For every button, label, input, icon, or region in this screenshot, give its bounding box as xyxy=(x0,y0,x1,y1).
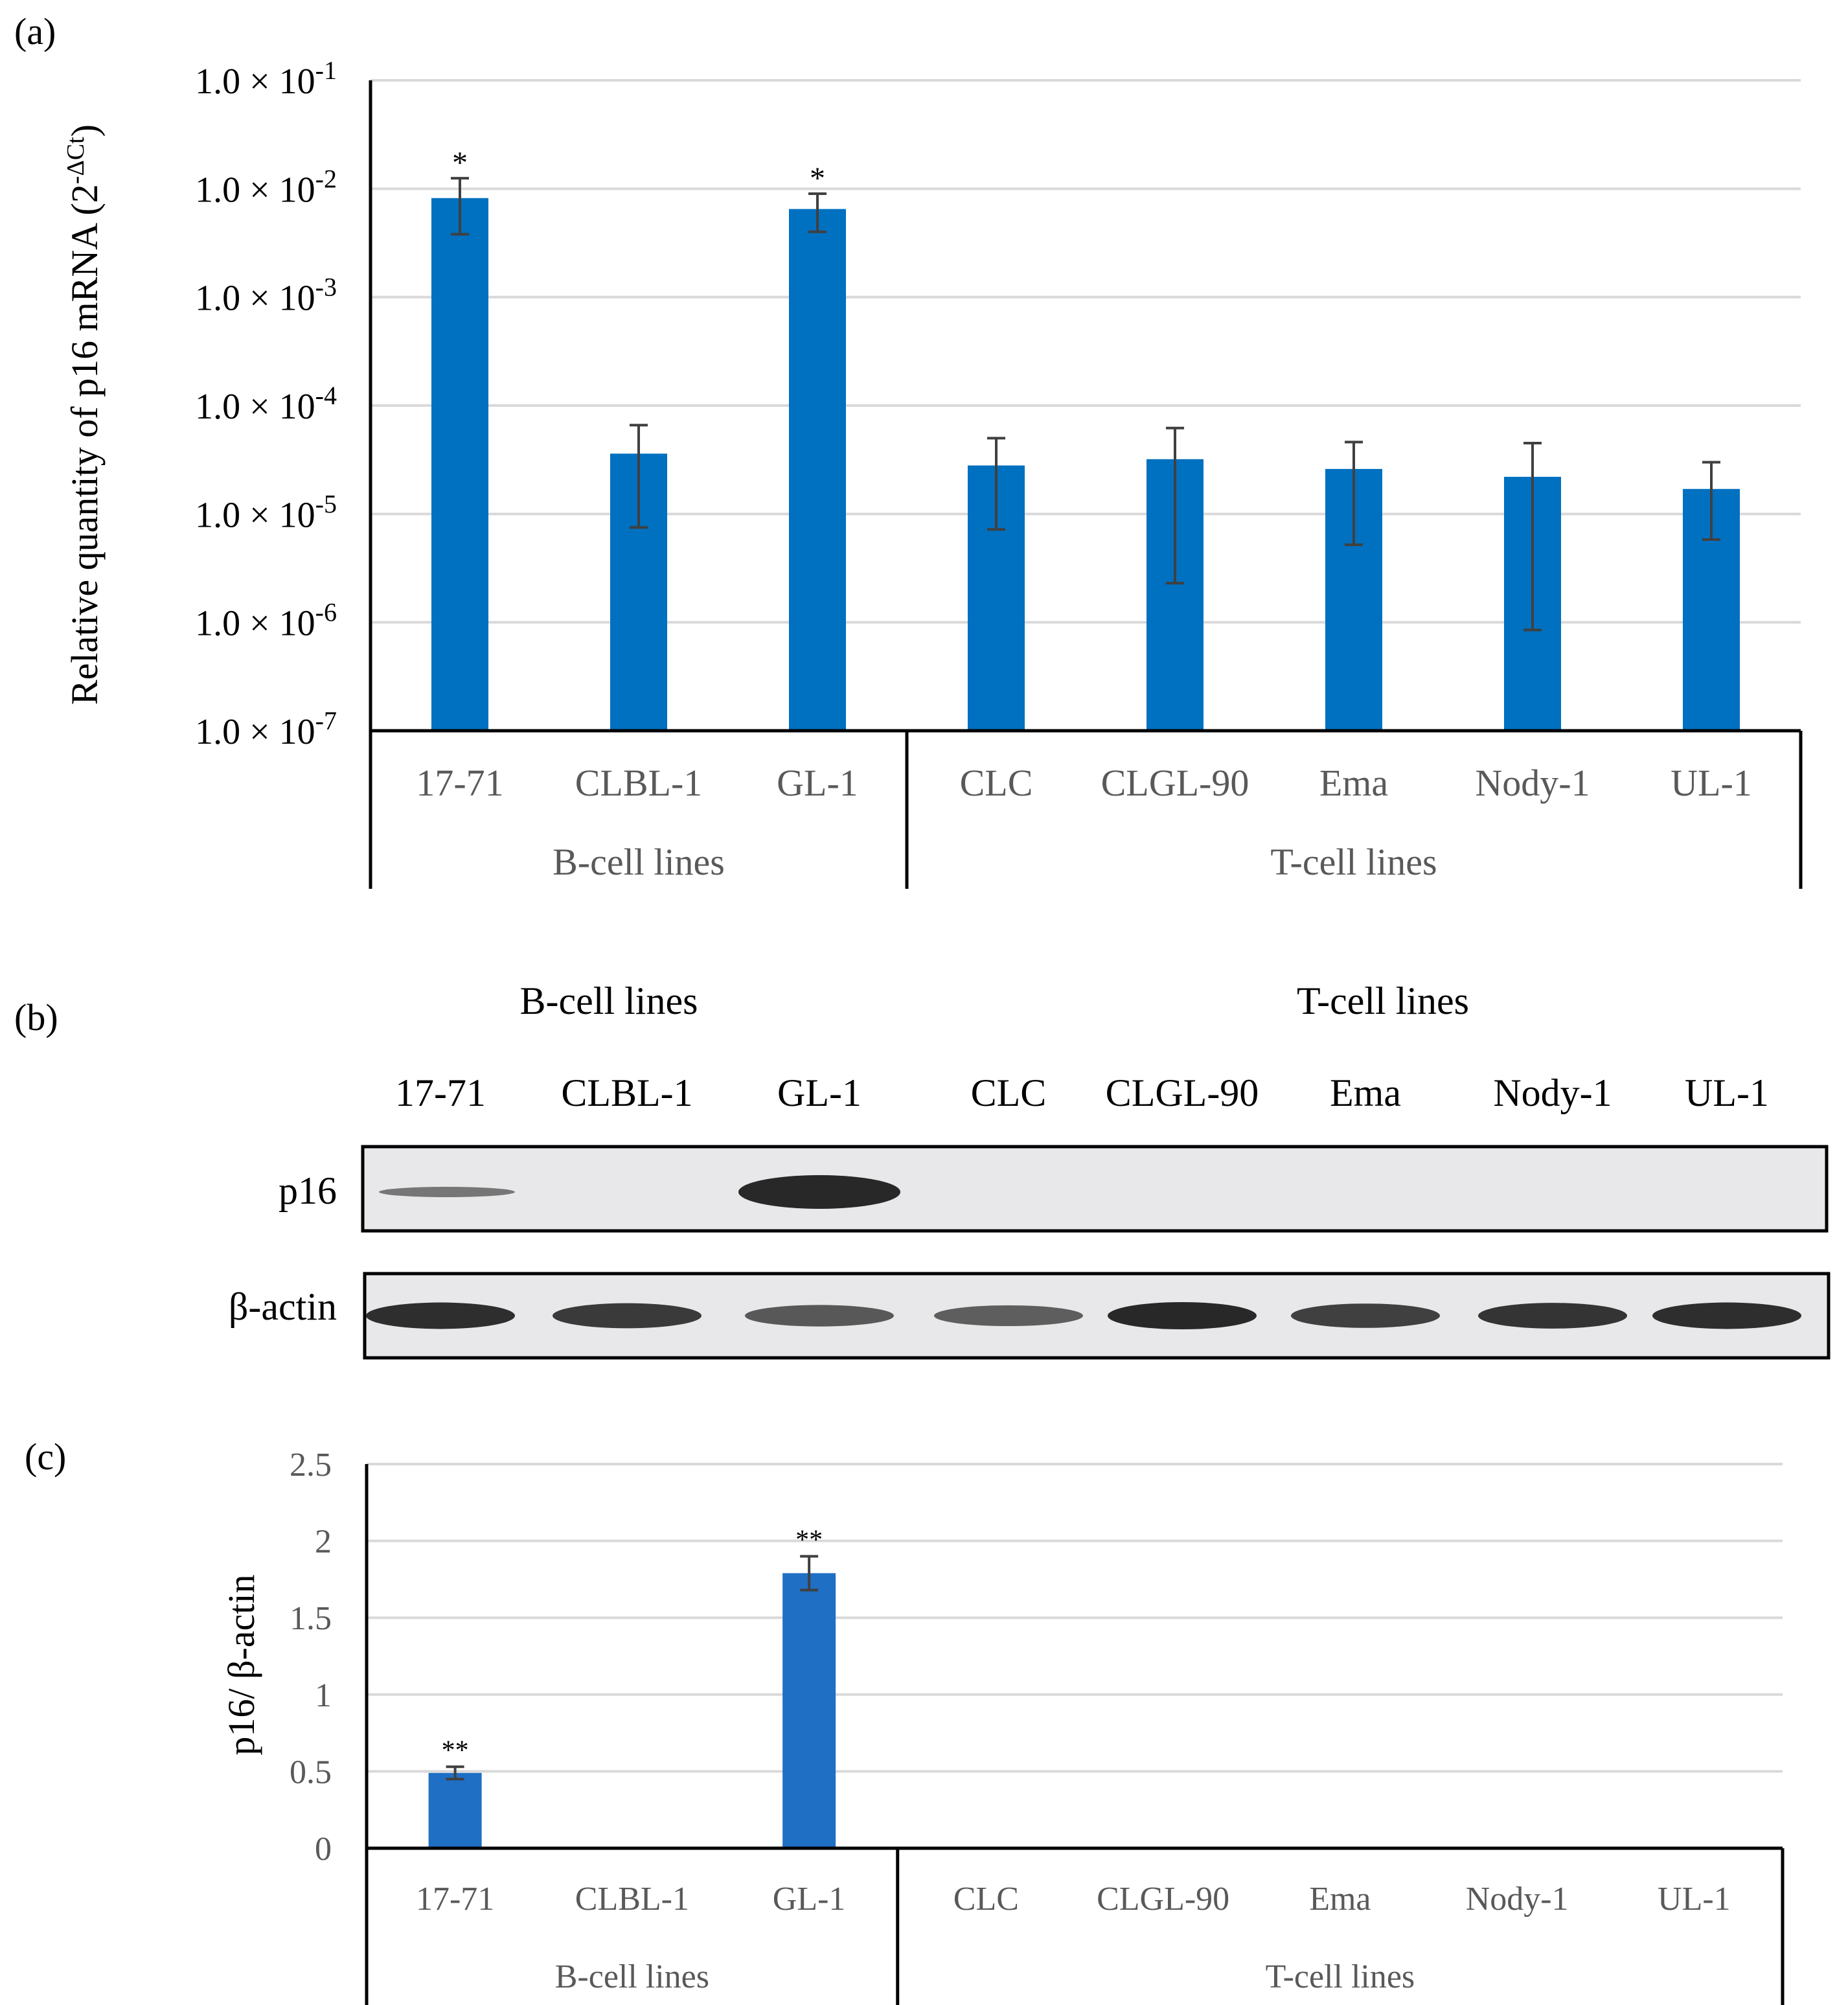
category-label-clbl-1: CLBL-1 xyxy=(575,762,703,804)
wb-group-t-cell: T-cell lines xyxy=(1297,980,1469,1022)
category-label-ul-1: UL-1 xyxy=(1671,762,1752,804)
bar-gl-1 xyxy=(782,1573,836,1848)
panel-a-gridlines xyxy=(371,79,1801,624)
panel-c-ylabel: p16/ β-actin xyxy=(220,1574,262,1755)
wb-band-actin-nody-1 xyxy=(1478,1303,1627,1329)
wb-band-actin-clbl-1 xyxy=(553,1303,702,1329)
wb-lane-ul-1: UL-1 xyxy=(1685,1071,1769,1114)
bar-17-71 xyxy=(428,1772,482,1848)
wb-band-p16-17-71 xyxy=(379,1187,515,1197)
y-tick-label: 1.0 × 10-1 xyxy=(195,56,337,102)
bar-gl-1 xyxy=(789,209,846,731)
panel-a-axes xyxy=(369,80,1803,889)
panel-c-label: (c) xyxy=(25,1436,66,1478)
wb-band-actin-gl-1 xyxy=(745,1305,894,1327)
wb-lane-clc: CLC xyxy=(971,1071,1047,1114)
panel-c-gridlines xyxy=(367,1463,1783,1773)
wb-band-actin-ul-1 xyxy=(1652,1302,1801,1329)
y-tick-label: 1.0 × 10-5 xyxy=(195,489,337,536)
wb-lane-nody-1: Nody-1 xyxy=(1493,1071,1612,1114)
wb-group-b-cell: B-cell lines xyxy=(520,980,698,1022)
category-label-17-71: 17-71 xyxy=(416,762,503,804)
category-label-clgl-90: CLGL-90 xyxy=(1101,762,1249,804)
y-tick-label: 0.5 xyxy=(290,1754,332,1791)
wb-row-label-p16: p16 xyxy=(279,1169,337,1212)
panel-c-error-bars xyxy=(446,1555,819,1781)
category-label-ul-1: UL-1 xyxy=(1658,1881,1731,1918)
wb-band-actin-ema xyxy=(1291,1303,1440,1328)
significance-marker: * xyxy=(810,161,825,196)
category-label-nody-1: Nody-1 xyxy=(1475,762,1590,804)
panel-a: (a) * * 1.0 × 10-11.0 × 10-21.0 × 10-31.0… xyxy=(14,10,1803,889)
significance-marker: ** xyxy=(442,1736,469,1765)
group-label-b-cell-lines: B-cell lines xyxy=(553,841,725,883)
bar-17-71 xyxy=(431,198,488,731)
panel-c-bars xyxy=(428,1573,836,1848)
panel-a-significance: * * xyxy=(452,146,825,196)
panel-a-categories: 17-71 CLBL-1 GL-1 CLC CLGL-90 Ema Nody-1 UL-1 B-… xyxy=(416,762,1751,883)
wb-row-label-actin: β-actin xyxy=(229,1285,337,1328)
y-tick-label: 1.0 × 10-7 xyxy=(195,706,337,753)
panel-c-axes xyxy=(365,1464,1785,2005)
category-label-nody-1: Nody-1 xyxy=(1466,1881,1569,1918)
significance-marker: * xyxy=(452,146,468,180)
category-label-clgl-90: CLGL-90 xyxy=(1097,1881,1229,1918)
wb-bands xyxy=(366,1175,1801,1329)
category-label-clbl-1: CLBL-1 xyxy=(575,1881,689,1918)
y-tick-label: 1.0 × 10-4 xyxy=(195,381,337,428)
panel-a-bars xyxy=(431,198,1740,731)
panel-a-y-ticks: 1.0 × 10-1 1.0 × 10-2 1.0 × 10-3 1.0 × 10-4… xyxy=(195,56,337,753)
y-tick-label: 2 xyxy=(315,1524,332,1561)
group-label-t-cell-lines: T-cell lines xyxy=(1266,1958,1415,1995)
wb-band-actin-clgl-90 xyxy=(1108,1302,1257,1329)
panel-b-western-blot: (b) B-cell lines T-cell lines 17-71 CLBL-… xyxy=(14,980,1831,1360)
wb-membrane-p16 xyxy=(361,1145,1829,1233)
y-tick-label: 0 xyxy=(315,1831,332,1868)
group-label-t-cell-lines: T-cell lines xyxy=(1270,841,1437,883)
category-label-gl-1: GL-1 xyxy=(773,1881,846,1918)
group-label-b-cell-lines: B-cell lines xyxy=(555,1958,709,1995)
panel-a-ylabel: Relative quantity of p16 mRNA (2-ΔCt) xyxy=(62,124,106,705)
wb-band-actin-clc xyxy=(934,1305,1083,1327)
panel-c-categories: 17-71 CLBL-1 GL-1 CLC CLGL-90 Ema Nody-1 UL-1 B-… xyxy=(416,1881,1731,1995)
wb-lane-clbl-1: CLBL-1 xyxy=(561,1071,692,1114)
category-label-clc: CLC xyxy=(953,1881,1019,1918)
panel-c: (c) ** ** 0 0.5 1 1.5 2 2.5 17-71 CLBL-1 GL-1 CLC… xyxy=(25,1436,1785,2005)
wb-lane-ema: Ema xyxy=(1330,1071,1401,1114)
panel-c-y-ticks: 0 0.5 1 1.5 2 2.5 xyxy=(290,1447,332,1868)
significance-marker: ** xyxy=(795,1525,823,1555)
wb-lane-17-71: 17-71 xyxy=(395,1071,486,1114)
y-tick-label: 1 xyxy=(315,1677,332,1714)
category-label-gl-1: GL-1 xyxy=(777,762,858,804)
wb-lane-clgl-90: CLGL-90 xyxy=(1106,1071,1259,1114)
category-label-clc: CLC xyxy=(960,762,1033,804)
y-tick-label: 1.0 × 10-6 xyxy=(195,597,337,644)
panel-c-significance: ** ** xyxy=(442,1525,823,1765)
category-label-ema: Ema xyxy=(1319,762,1388,804)
y-tick-label: 1.5 xyxy=(290,1600,332,1637)
y-tick-label: 2.5 xyxy=(290,1447,332,1484)
wb-band-actin-17-71 xyxy=(366,1302,515,1329)
category-label-17-71: 17-71 xyxy=(416,1881,494,1918)
panel-a-label: (a) xyxy=(14,10,56,52)
wb-lane-labels: 17-71 CLBL-1 GL-1 CLC CLGL-90 Ema Nody-1 UL-1 xyxy=(395,1071,1769,1114)
wb-band-p16-gl-1 xyxy=(738,1175,900,1209)
y-tick-label: 1.0 × 10-2 xyxy=(195,164,337,211)
panel-a-error-bars xyxy=(451,177,1720,632)
wb-lane-gl-1: GL-1 xyxy=(777,1071,861,1114)
category-label-ema: Ema xyxy=(1309,1881,1371,1918)
panel-b-label: (b) xyxy=(14,996,58,1038)
y-tick-label: 1.0 × 10-3 xyxy=(195,272,337,319)
